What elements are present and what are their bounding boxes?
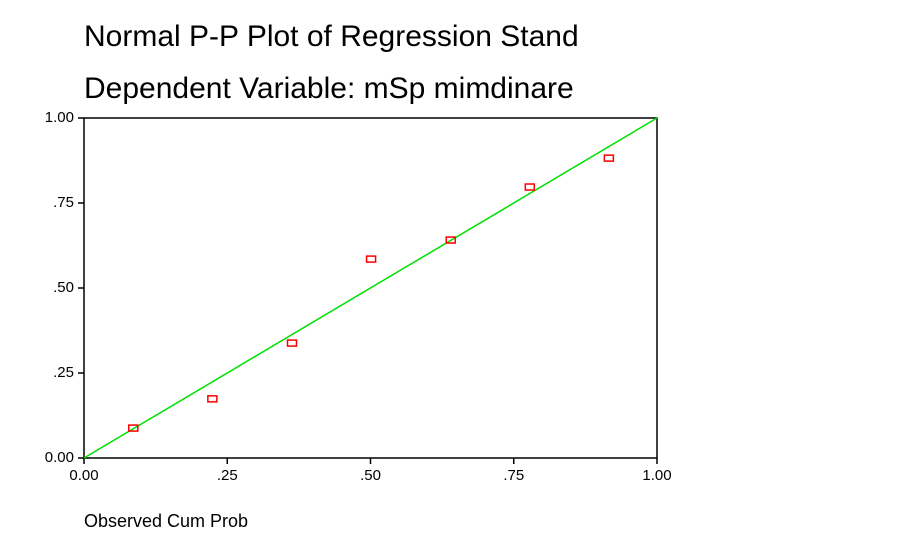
data-point [286,339,298,347]
data-point [445,236,456,244]
x-axis-label: Observed Cum Prob [84,511,248,531]
y-tick-label: .50 [53,279,74,296]
x-tick-label: 1.00 [642,467,671,484]
x-tick-label: .25 [217,467,238,484]
data-point [207,395,218,403]
data-point [128,424,139,432]
x-tick-label: .50 [360,467,381,484]
data-point [365,255,377,263]
y-tick-label: 0.00 [45,449,74,466]
data-point [524,183,536,191]
y-tick-label: 1.00 [45,109,74,126]
chart-subtitle: Dependent Variable: mSp mimdinare [84,72,574,105]
x-tick-label: .75 [503,467,524,484]
reference-line [83,117,658,459]
y-tick-label: .75 [53,194,74,211]
x-tick-label: 0.00 [69,467,98,484]
chart-title: Normal P-P Plot of Regression Stand [84,20,579,53]
data-point [603,154,615,162]
y-tick-label: .25 [53,364,74,381]
